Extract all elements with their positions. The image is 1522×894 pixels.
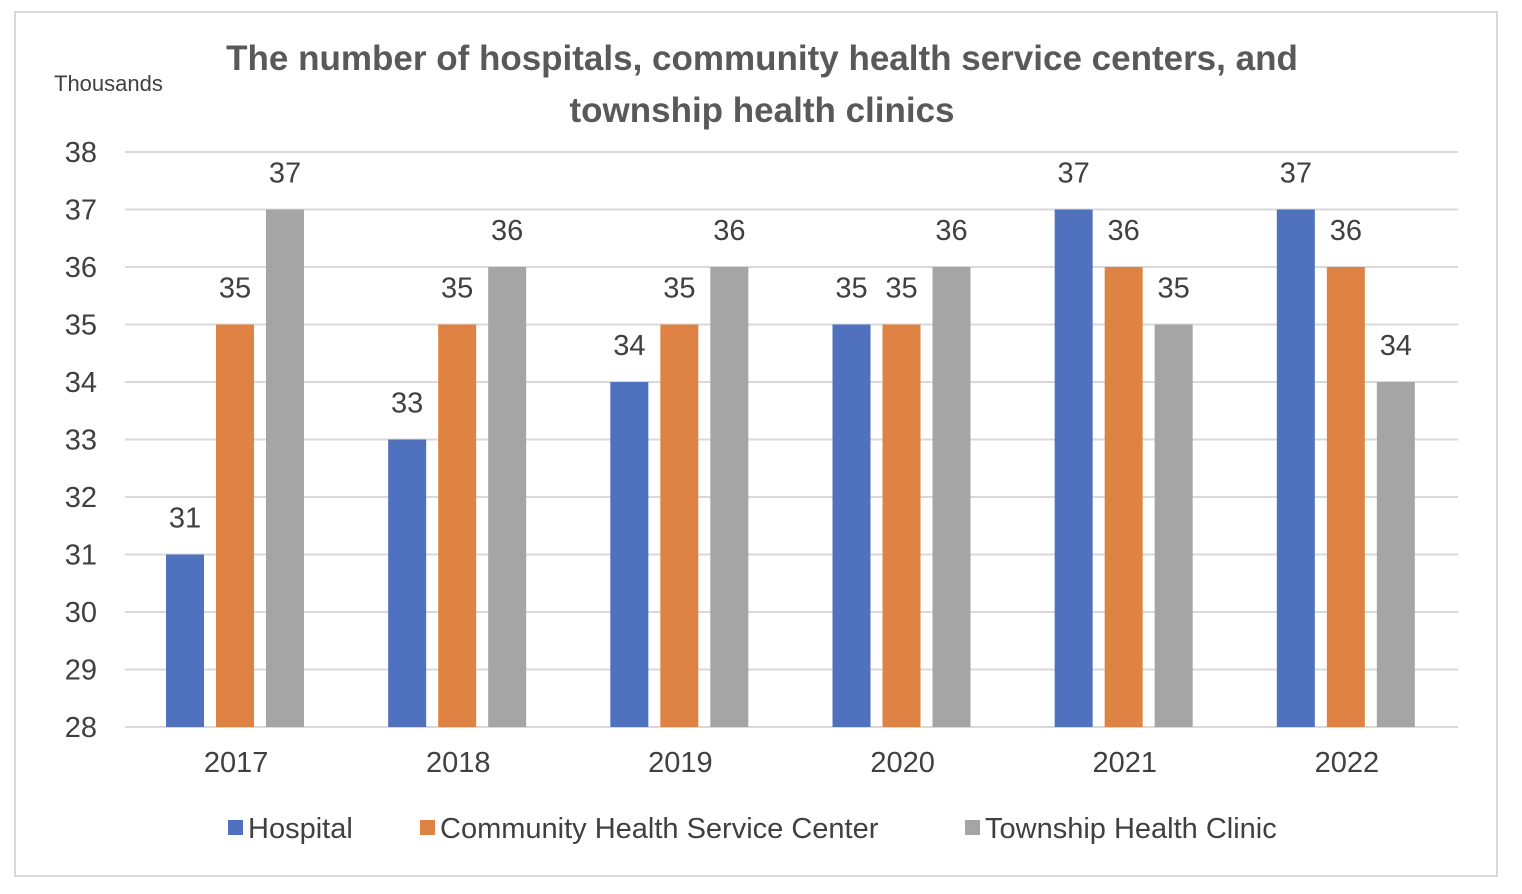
data-label: 35 — [835, 273, 867, 305]
legend-label: Community Health Service Center — [440, 813, 879, 845]
chart-title-line-2: township health clinics — [569, 91, 954, 130]
data-label: 33 — [391, 388, 423, 420]
y-axis-ticks: 28 29 30 31 32 33 34 35 36 37 38 — [65, 137, 97, 744]
data-label: 37 — [269, 158, 301, 190]
legend-swatch — [965, 820, 980, 835]
data-label: 35 — [1158, 273, 1190, 305]
bar — [1326, 267, 1365, 727]
bar — [438, 324, 477, 727]
bar — [1276, 209, 1315, 727]
data-label: 34 — [1380, 330, 1412, 362]
bar — [1054, 209, 1093, 727]
bar — [1104, 267, 1143, 727]
x-tick-label: 2022 — [1315, 747, 1380, 779]
bar — [488, 267, 527, 727]
chart-frame — [14, 11, 1498, 877]
y-tick-label: 28 — [65, 712, 97, 744]
bars — [166, 209, 1415, 727]
bar — [660, 324, 699, 727]
x-tick-label: 2017 — [204, 747, 269, 779]
bar — [832, 324, 871, 727]
bar — [166, 554, 204, 727]
data-labels: 31 35 37 33 35 36 34 35 36 35 35 36 37 36 35 37 36 34 — [169, 158, 1412, 535]
y-tick-label: 37 — [65, 195, 97, 227]
legend-label: Township Health Clinic — [985, 813, 1277, 845]
data-label: 35 — [219, 273, 251, 305]
data-label: 37 — [1058, 158, 1090, 190]
data-label: 34 — [613, 330, 645, 362]
bar — [216, 324, 254, 727]
data-label: 36 — [713, 215, 745, 247]
x-tick-label: 2020 — [870, 747, 935, 779]
y-tick-label: 33 — [65, 425, 97, 457]
y-tick-label: 34 — [65, 367, 97, 399]
data-label: 31 — [169, 503, 201, 535]
legend-swatch — [420, 820, 435, 835]
bar — [610, 382, 649, 727]
y-tick-label: 36 — [65, 252, 97, 284]
y-tick-label: 32 — [65, 482, 97, 514]
data-label: 35 — [441, 273, 473, 305]
bar — [1376, 382, 1415, 727]
data-label: 36 — [1108, 215, 1140, 247]
x-tick-label: 2019 — [648, 747, 713, 779]
y-tick-label: 29 — [65, 655, 97, 687]
x-tick-label: 2021 — [1092, 747, 1157, 779]
chart-title-line-1: The number of hospitals, community healt… — [226, 39, 1298, 78]
bar — [710, 267, 749, 727]
data-label: 36 — [1330, 215, 1362, 247]
gridlines — [125, 151, 1458, 728]
y-tick-label: 38 — [65, 137, 97, 169]
x-axis-ticks: 2017 2018 2019 2020 2021 2022 — [204, 747, 1379, 779]
legend: Hospital Community Health Service Center T… — [228, 813, 1277, 845]
data-label: 36 — [491, 215, 523, 247]
y-tick-label: 31 — [65, 540, 97, 572]
data-label: 37 — [1280, 158, 1312, 190]
y-tick-label: 30 — [65, 597, 97, 629]
data-label: 36 — [935, 215, 967, 247]
bar — [932, 267, 971, 727]
legend-swatch — [228, 820, 243, 835]
bar — [266, 209, 304, 727]
x-tick-label: 2018 — [426, 747, 491, 779]
y-tick-label: 35 — [65, 310, 97, 342]
data-label: 35 — [663, 273, 695, 305]
bar — [1154, 324, 1193, 727]
data-label: 35 — [885, 273, 917, 305]
legend-label: Hospital — [248, 813, 353, 845]
bar — [388, 439, 427, 727]
bar — [882, 324, 921, 727]
y-axis-unit-label: Thousands — [54, 71, 163, 96]
